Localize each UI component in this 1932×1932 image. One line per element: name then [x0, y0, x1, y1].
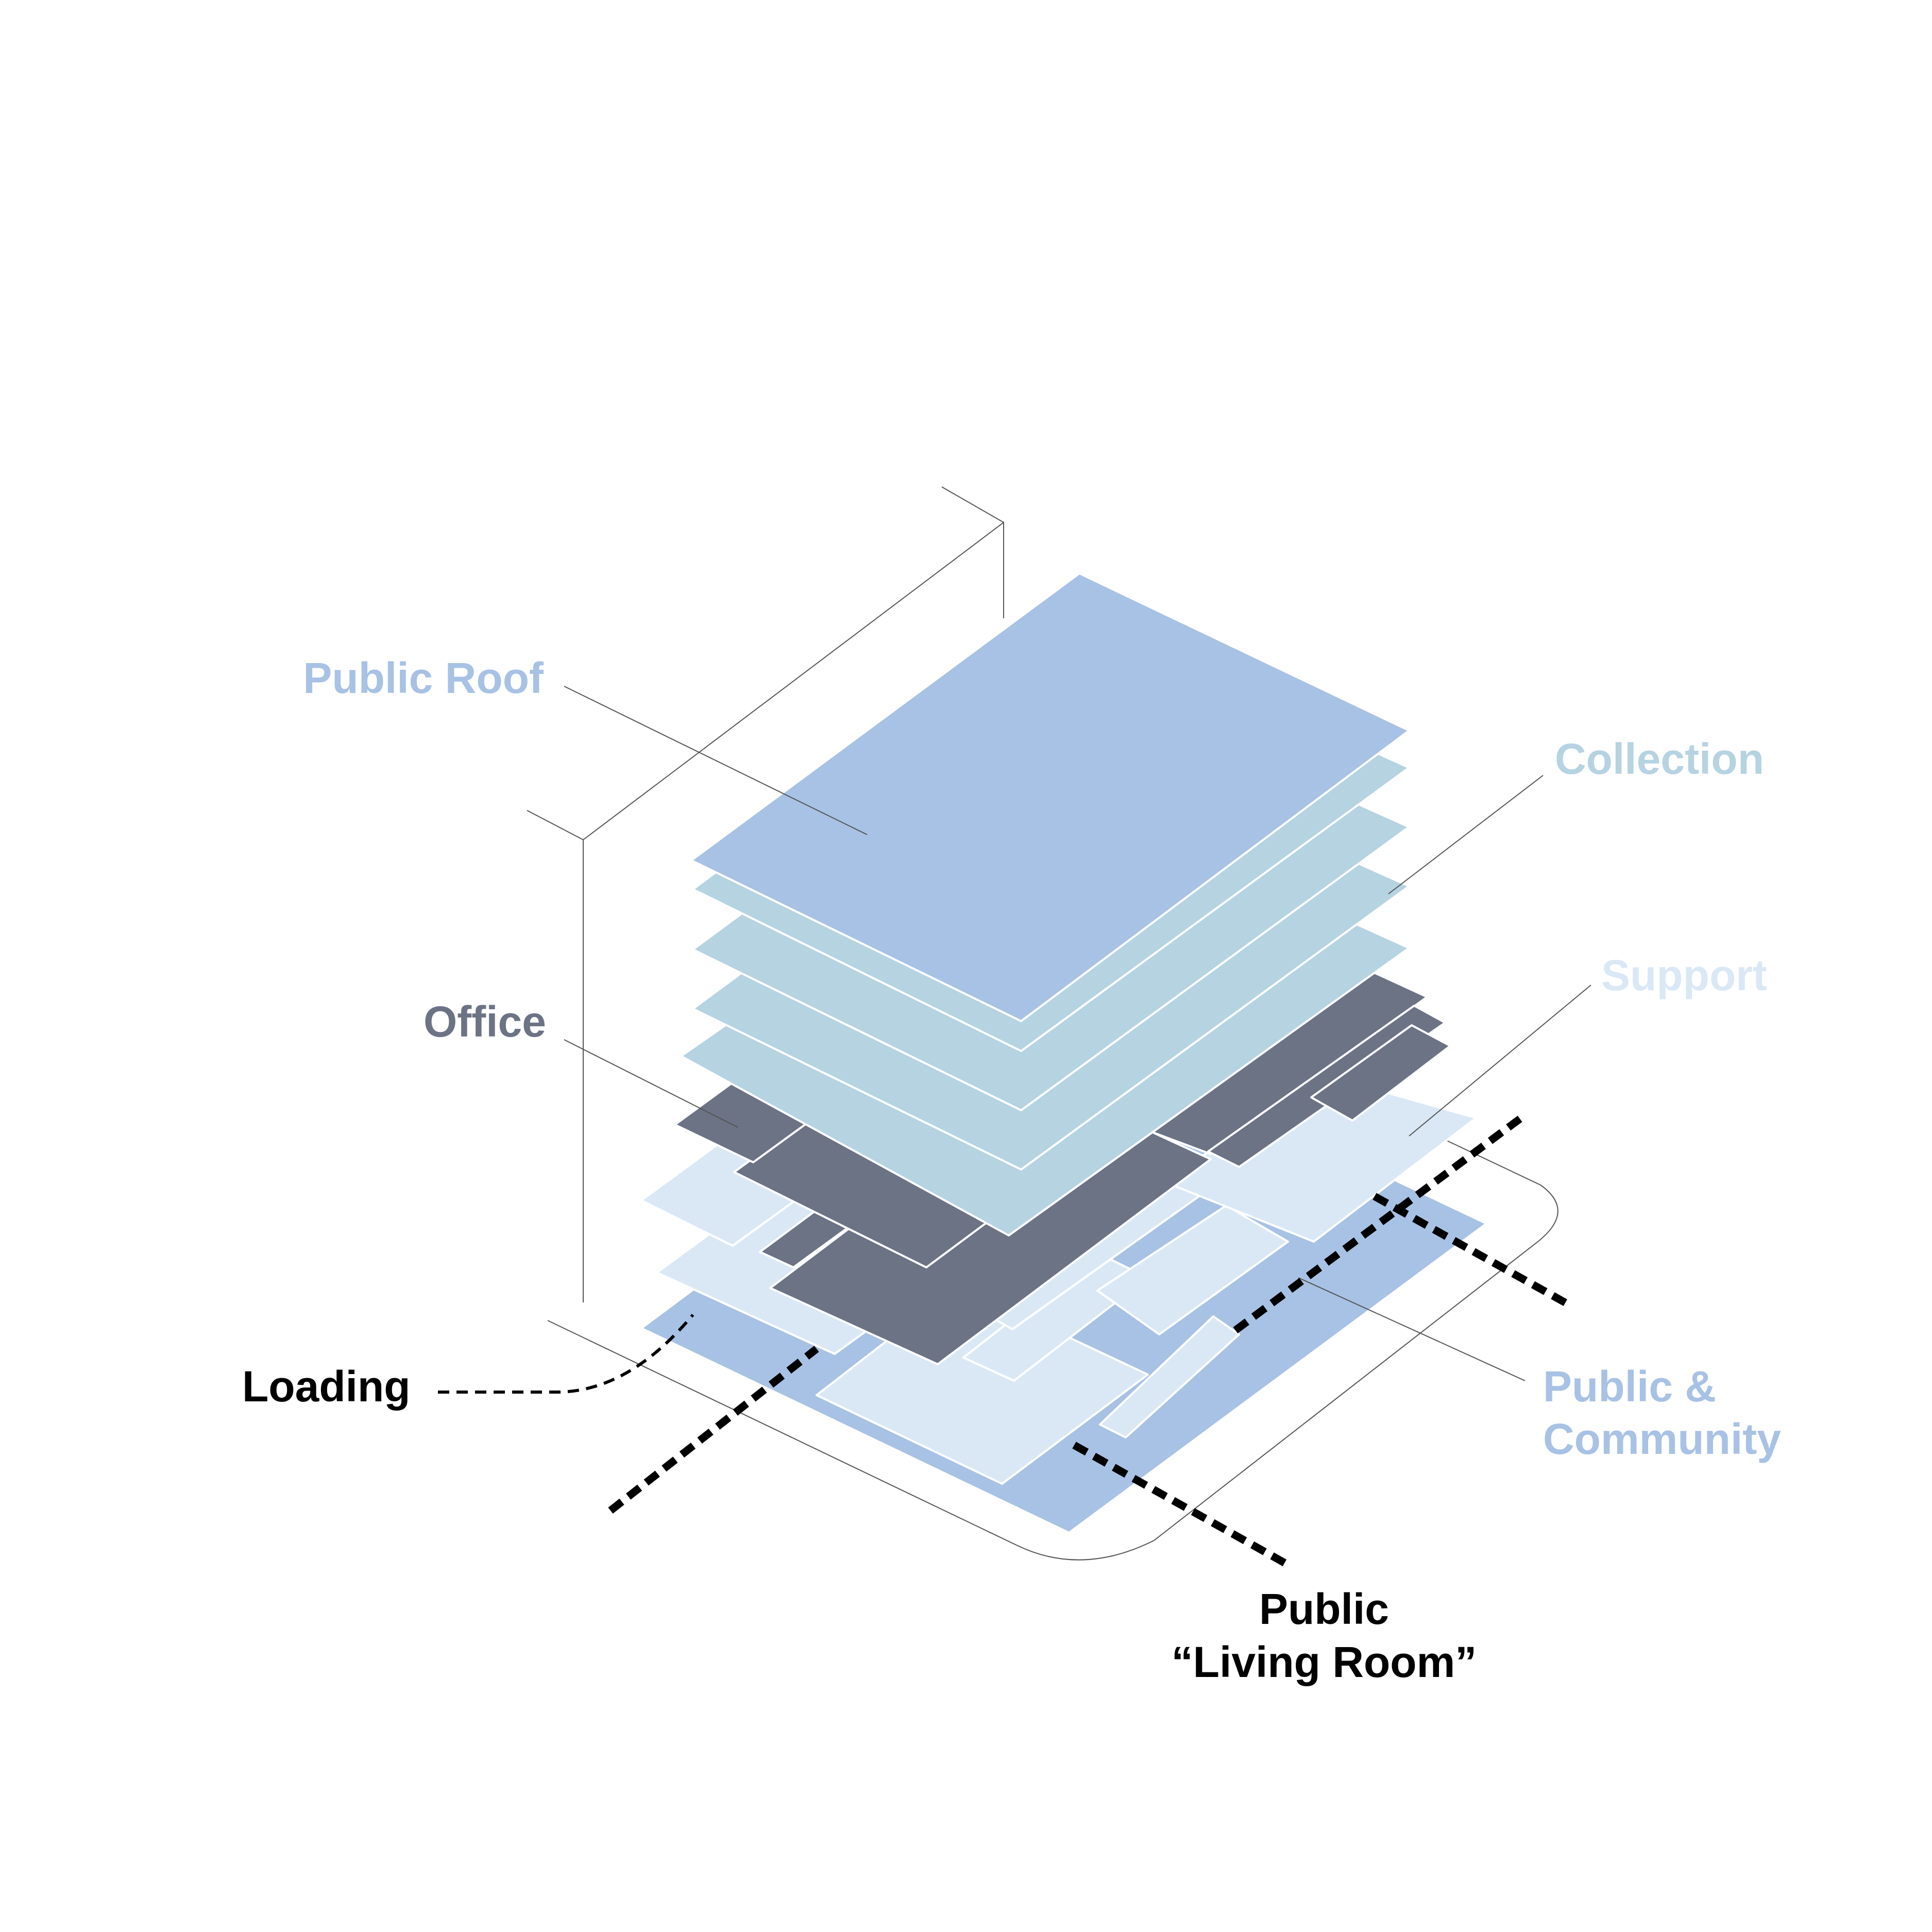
loading-path [438, 1314, 694, 1394]
public-roof-leader [564, 686, 868, 835]
public-community-leader [1298, 1277, 1526, 1381]
support-leader [1409, 985, 1591, 1137]
office-floor-7 [1310, 1024, 1451, 1122]
leader-lines [564, 686, 1591, 1381]
public-roof-plate [690, 572, 1410, 1022]
support-floor-4 [1096, 1205, 1289, 1335]
support-label: Support [1601, 951, 1767, 999]
office-label: Office [423, 997, 546, 1046]
circulation-bottom [1072, 1442, 1293, 1570]
site-outline [527, 486, 1558, 1561]
public-roof-label: Public Roof [303, 654, 544, 702]
circulation-left [608, 1346, 819, 1514]
collection-leader [1388, 775, 1544, 894]
circulation-lines [608, 1113, 1573, 1570]
circulation-right-diagonal [1233, 1113, 1525, 1334]
living-room-label-line1: Public [1259, 1585, 1389, 1633]
office-leader [564, 1039, 738, 1128]
support-ground-b [1099, 1315, 1240, 1438]
public-community-label-line1: Public & [1543, 1362, 1716, 1411]
loading-label: Loading [242, 1362, 411, 1411]
living-room-label-line2: “Living Room” [1172, 1638, 1477, 1686]
public-community-label-line2: Community [1543, 1415, 1781, 1463]
collection-label: Collection [1555, 735, 1764, 783]
circulation-right [1372, 1193, 1573, 1310]
